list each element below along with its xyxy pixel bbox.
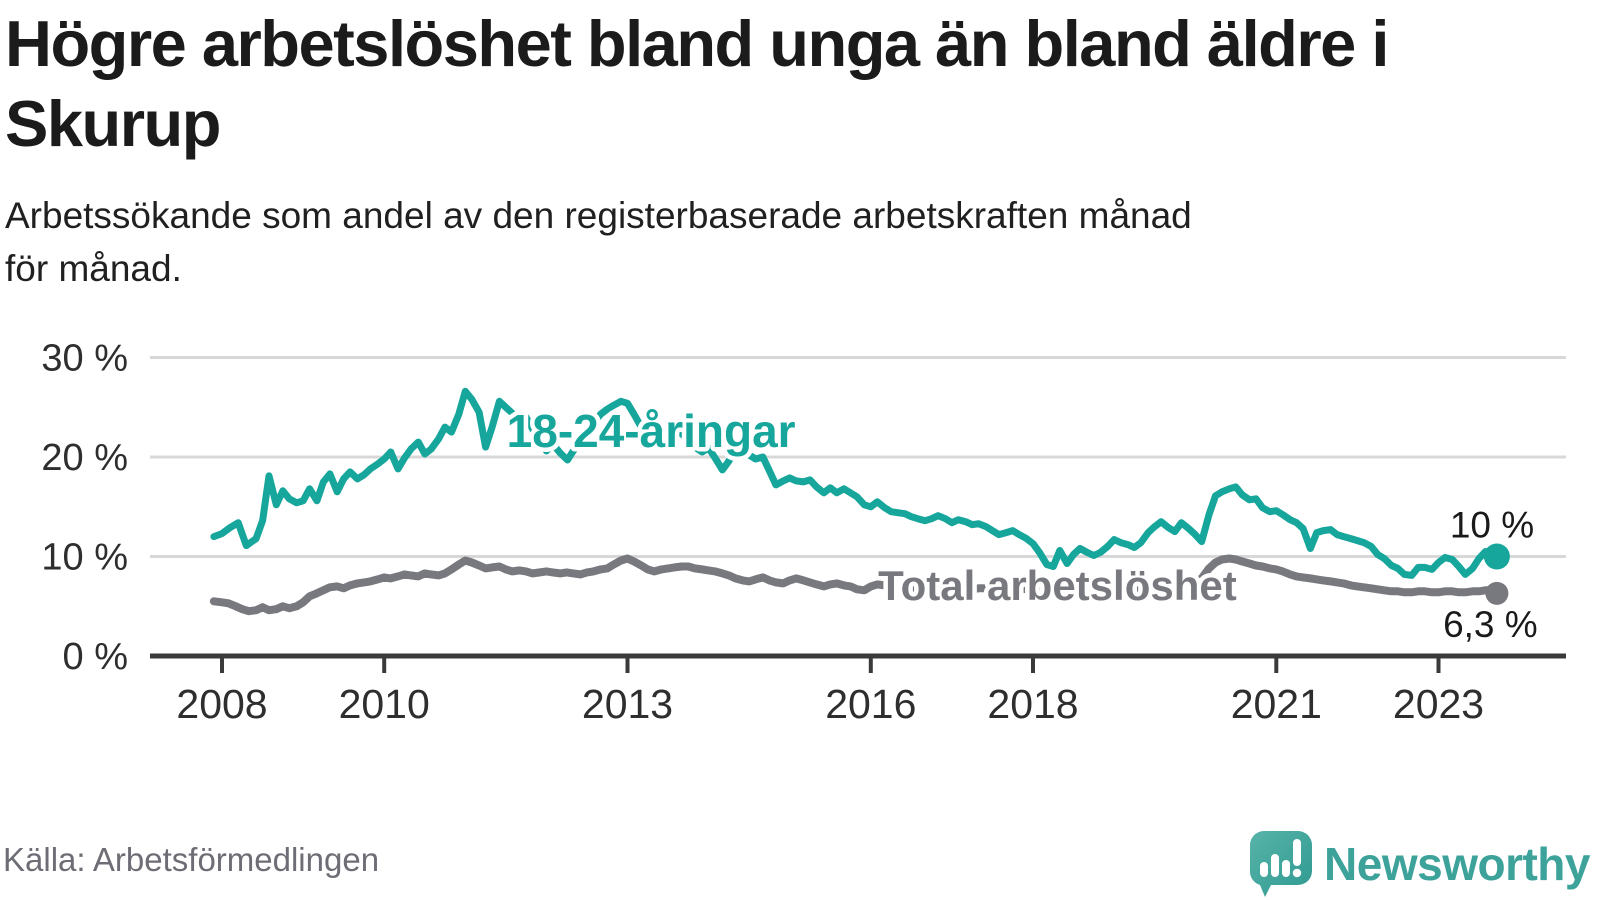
x-tick-label-2023: 2023 <box>1393 681 1484 727</box>
series-end-dot-0 <box>1483 543 1510 570</box>
newsworthy-logo: Newsworthy <box>1249 830 1590 898</box>
newsworthy-logo-icon <box>1250 831 1313 897</box>
series-end-value-1: 6,3 % <box>1443 604 1538 645</box>
exclamation-bar <box>1293 839 1302 866</box>
page-title-line-1: Högre arbetslöshet bland unga än bland ä… <box>5 7 1389 80</box>
speech-bubble-shape <box>1250 831 1313 897</box>
newsworthy-logo-text: Newsworthy <box>1324 838 1590 890</box>
bar-medium <box>1271 854 1280 877</box>
y-tick-label-0: 0 % <box>63 636 128 678</box>
page-title-line-2: Skurup <box>5 87 221 160</box>
series-label-1: Total arbetslöshet <box>878 562 1237 609</box>
y-tick-label-30: 30 % <box>41 338 128 380</box>
page-subtitle-line-2: för månad. <box>5 248 182 289</box>
x-tick-label-2016: 2016 <box>825 681 916 727</box>
series-line-0 <box>210 387 1501 579</box>
y-tick-label-10: 10 % <box>41 537 128 579</box>
x-tick-label-2021: 2021 <box>1231 681 1322 727</box>
x-tick-label-2013: 2013 <box>582 681 673 727</box>
exclamation-dot <box>1292 868 1302 878</box>
source-credit: Källa: Arbetsförmedlingen <box>3 841 380 878</box>
series-end-value-0: 10 % <box>1450 505 1534 546</box>
x-tick-label-2008: 2008 <box>176 681 267 727</box>
series-line-1 <box>209 554 1501 616</box>
series-end-dot-1 <box>1485 581 1509 605</box>
bar-small <box>1260 862 1269 877</box>
page-subtitle-line-1: Arbetssökande som andel av den registerb… <box>5 195 1192 236</box>
page-title: Högre arbetslöshet bland unga än bland ä… <box>5 4 1565 164</box>
x-tick-label-2018: 2018 <box>987 681 1078 727</box>
y-tick-label-20: 20 % <box>41 437 128 479</box>
bar-short <box>1282 860 1291 877</box>
series-label-0: 18-24-åringar <box>507 405 796 457</box>
x-tick-label-2010: 2010 <box>339 681 430 727</box>
page-subtitle: Arbetssökande som andel av den registerb… <box>5 189 1565 295</box>
